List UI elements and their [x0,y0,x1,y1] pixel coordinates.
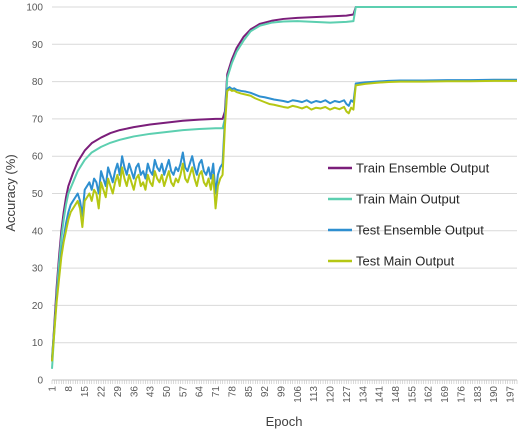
x-tick-label: 127 [342,386,353,403]
x-tick-label: 106 [293,386,304,403]
x-tick-label: 22 [97,386,108,398]
x-tick-label: 120 [326,386,337,403]
x-tick-label: 141 [375,386,386,403]
legend-label: Train Main Output [356,192,460,207]
legend-label: Train Ensemble Output [356,161,490,176]
x-tick-label: 162 [424,386,435,403]
x-tick-label: 176 [456,386,467,403]
y-tick-label: 20 [32,301,44,312]
series-line [51,79,517,362]
axes: 0 10 20 30 40 50 60 70 80 90 100 1 8 15 22 29 36 43 50 57 64… [26,3,518,403]
y-tick-label: 80 [32,77,44,88]
x-tick-label: 92 [260,386,271,398]
x-tick-label: 15 [80,386,91,398]
legend-label: Test Main Output [356,254,455,269]
plot-area [51,6,517,369]
x-tick-label: 43 [146,386,157,398]
y-tick-label: 50 [32,189,44,200]
x-tick-label: 197 [505,386,516,403]
series-line [51,6,517,369]
x-tick-label: 8 [64,386,75,392]
y-tick-label: 0 [37,376,43,387]
x-tick-label: 71 [211,386,222,398]
legend-label: Test Ensemble Output [356,223,484,238]
y-tick-label: 60 [32,152,44,163]
series-line [51,78,517,358]
x-tick-label: 148 [391,386,402,403]
y-tick-label: 30 [32,264,44,275]
x-tick-label: 50 [162,386,173,398]
y-tick-label: 100 [26,3,43,14]
legend: Train Ensemble Output Train Main Output Te… [328,161,490,269]
x-tick-label: 36 [129,386,140,398]
x-tick-label: 155 [407,386,418,403]
x-tick-label: 183 [473,386,484,403]
series-line [51,6,517,362]
x-tick-label: 169 [440,386,451,403]
y-tick-label: 70 [32,114,44,125]
x-tick-label: 99 [276,386,287,398]
x-tick-label: 134 [358,386,369,403]
x-tick-label: 64 [195,386,206,398]
y-tick-label: 90 [32,40,44,51]
y-axis-title: Accuracy (%) [3,154,18,231]
x-tick-label: 57 [178,386,189,398]
x-tick-label: 85 [244,386,255,398]
x-tick-label: 1 [48,386,59,392]
x-tick-label: 113 [309,386,320,402]
x-tick-label: 29 [113,386,124,398]
y-tick-label: 40 [32,226,44,237]
x-tick-label: 78 [227,386,238,398]
y-tick-label: 10 [32,338,44,349]
x-tick-label: 190 [489,386,500,403]
x-axis-title: Epoch [266,414,303,429]
